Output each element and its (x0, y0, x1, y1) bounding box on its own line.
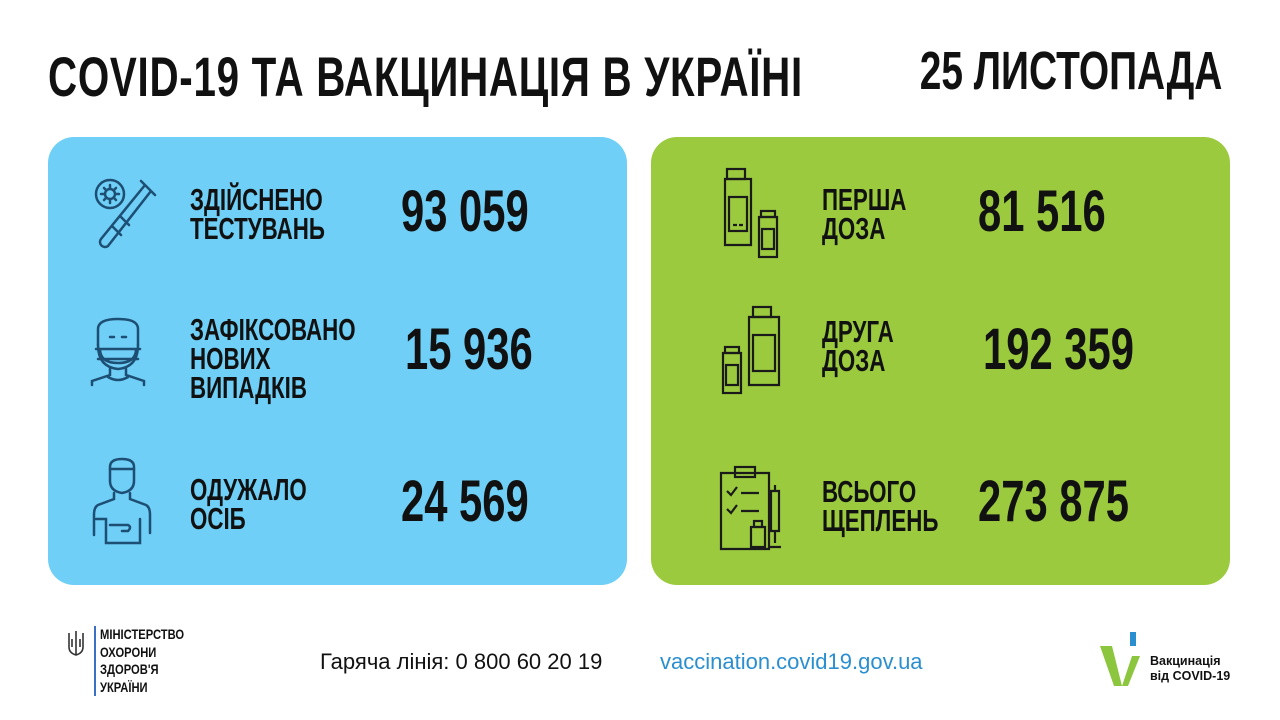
trident-icon (68, 631, 84, 656)
page-title: COVID-19 ТА ВАКЦИНАЦІЯ В УКРАЇНІ (48, 45, 803, 108)
recovered-label: ОДУЖАЛО ОСІБ (190, 472, 307, 536)
total-vaccinations-value: 273 875 (978, 469, 1129, 534)
first-dose-value: 81 516 (978, 179, 1106, 244)
recovered-value: 24 569 (401, 469, 529, 534)
second-dose-label: ДРУГА ДОЗА (822, 314, 894, 378)
covid-stats-panel: ЗДІЙСНЕНО ТЕСТУВАНЬ 93 059 ЗАФІКСОВАНО НОВ… (48, 137, 627, 585)
vaccination-stats-panel: ПЕРША ДОЗА 81 516 ДРУГА ДОЗА 192 359 ВСЬОГ… (651, 137, 1230, 585)
clipboard-syringe-icon (719, 465, 781, 551)
report-date: 25 ЛИСТОПАДА (919, 41, 1222, 101)
total-vaccinations-label: ВСЬОГО ЩЕПЛЕНЬ (822, 474, 939, 538)
second-dose-value: 192 359 (983, 317, 1134, 382)
hotline: Гаряча лінія: 0 800 60 20 19 (320, 649, 603, 674)
new-cases-value: 15 936 (405, 317, 533, 382)
tests-label: ЗДІЙСНЕНО ТЕСТУВАНЬ (190, 182, 325, 246)
website-link[interactable]: vaccination.covid19.gov.ua (660, 649, 923, 674)
vaccine-vials-icon (723, 167, 779, 259)
test-tube-virus-icon (94, 178, 157, 249)
masked-person-icon (90, 317, 146, 387)
tests-value: 93 059 (401, 179, 529, 244)
vaccination-v-logo (1100, 632, 1140, 686)
campaign-label: Вакцинація від COVID-19 (1150, 654, 1231, 683)
vaccine-vials-icon (721, 305, 781, 395)
first-dose-label: ПЕРША ДОЗА (822, 182, 907, 246)
new-cases-label: ЗАФІКСОВАНО НОВИХ ВИПАДКІВ (190, 312, 356, 405)
recovered-person-icon (92, 457, 152, 545)
